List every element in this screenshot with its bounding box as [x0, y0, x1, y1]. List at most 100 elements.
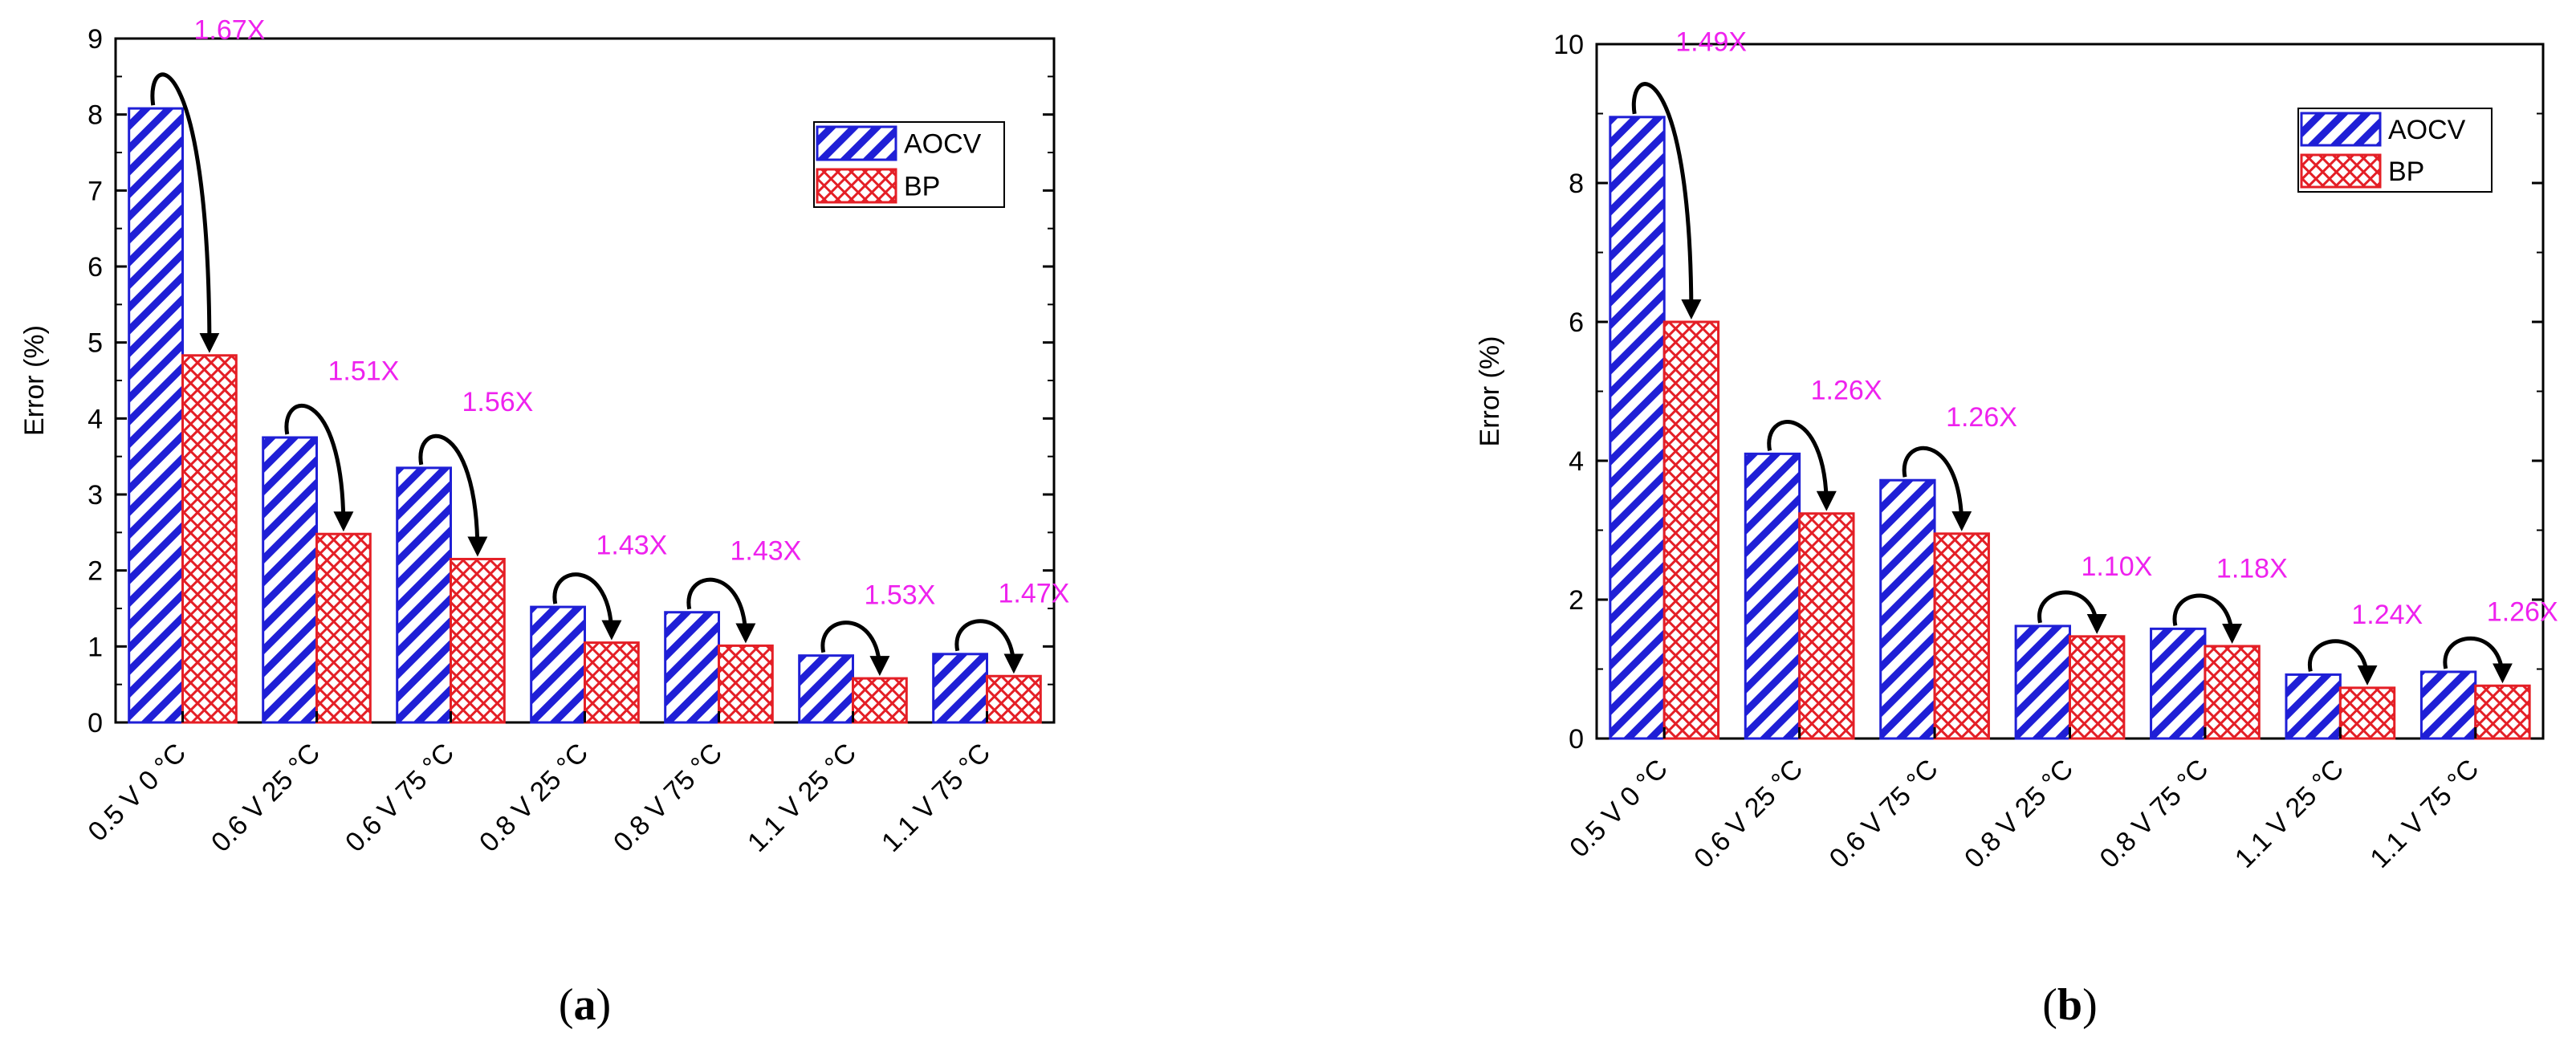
legend-swatch	[2300, 112, 2382, 147]
ratio-arrow	[418, 433, 488, 557]
chart-panel-a: 0 1 2 3 4 5 6 7 8 9 Error (%) 0.5 V 0 °C 1.67X 0.6 V …	[19, 14, 1069, 1030]
category-label: 1.1 V 75 °C	[876, 738, 996, 858]
bar-bp	[718, 644, 774, 724]
ratio-arrow	[1631, 82, 1702, 319]
bar-aocv	[2419, 670, 2477, 740]
ratio-label: 1.24X	[2351, 600, 2423, 630]
legend: AOCV BP	[813, 121, 1005, 208]
legend: AOCV BP	[2297, 108, 2493, 193]
bar-aocv	[128, 107, 184, 724]
ratio-arrow	[2443, 636, 2513, 684]
bar-aocv	[2014, 625, 2072, 740]
ratio-arrow	[2307, 639, 2378, 686]
y-tick-label: 9	[87, 24, 103, 55]
ratio-arrow	[2172, 593, 2243, 644]
bar-bp	[1662, 320, 1720, 740]
bar-bp	[1933, 532, 1990, 740]
bar-bp	[2338, 686, 2396, 740]
y-tick-label: 5	[87, 328, 103, 359]
ratio-arrow	[954, 619, 1024, 674]
bar-aocv	[530, 605, 587, 724]
bar-aocv	[1879, 478, 1936, 740]
bar-bp	[450, 557, 506, 724]
category-label: 0.8 V 75 °C	[2094, 754, 2215, 874]
category-label: 0.5 V 0 °C	[82, 738, 192, 848]
bar-aocv	[2285, 673, 2342, 740]
panel-label: (b)	[2042, 980, 2097, 1030]
bar-bp	[1798, 512, 1855, 740]
legend-swatch	[2300, 153, 2382, 189]
ratio-label: 1.51X	[328, 356, 400, 386]
category-label: 0.5 V 0 °C	[1564, 754, 1674, 864]
ratio-label: 1.26X	[1946, 402, 2017, 433]
y-tick-label: 1	[87, 632, 103, 662]
category-label: 0.8 V 75 °C	[608, 738, 728, 858]
bar-aocv	[798, 654, 855, 724]
ratio-arrow	[820, 621, 890, 677]
y-tick-label: 2	[1569, 585, 1584, 616]
bar-bp	[584, 641, 640, 724]
bar-aocv	[932, 653, 988, 724]
y-tick-label: 2	[87, 556, 103, 587]
category-label: 1.1 V 25 °C	[742, 738, 862, 858]
y-tick-label: 10	[1553, 30, 1584, 60]
ratio-arrow	[1902, 446, 1972, 531]
y-tick-label: 0	[87, 708, 103, 739]
bar-bp	[986, 674, 1042, 724]
ratio-arrow	[150, 72, 220, 353]
ratio-label: 1.56X	[462, 387, 534, 417]
y-tick-label: 4	[1569, 446, 1584, 477]
ratio-arrow	[686, 577, 756, 644]
ratio-arrow	[284, 403, 354, 532]
y-tick-label: 6	[87, 252, 103, 283]
bar-bp	[2474, 684, 2531, 740]
y-tick-label: 0	[1569, 724, 1584, 755]
ratio-arrow	[1767, 420, 1837, 511]
bar-aocv	[396, 466, 453, 724]
legend-label: AOCV	[2388, 115, 2466, 145]
category-label: 0.8 V 25 °C	[1959, 754, 2079, 874]
bar-bp	[315, 532, 372, 724]
bar-aocv	[262, 436, 319, 724]
category-label: 0.6 V 25 °C	[1688, 754, 1809, 874]
panel-label: (a)	[559, 980, 611, 1030]
bar-bp	[2204, 645, 2261, 740]
legend-swatch	[816, 125, 897, 161]
legend-label: BP	[2388, 157, 2424, 187]
ratio-label: 1.49X	[1675, 26, 1747, 57]
ratio-label: 1.10X	[2082, 551, 2153, 582]
chart-panel-b: 0 2 4 6 8 10 Error (%) 0.5 V 0 °C 1.49X 0.6 V 25 …	[1475, 26, 2558, 1030]
y-tick-label: 7	[87, 176, 103, 206]
y-axis-title: Error (%)	[1475, 336, 1505, 447]
ratio-label: 1.26X	[1811, 375, 1882, 405]
legend-label: AOCV	[904, 129, 982, 160]
ratio-label: 1.18X	[2216, 554, 2288, 584]
y-axis-title: Error (%)	[19, 325, 50, 436]
y-tick-label: 8	[87, 100, 103, 131]
y-tick-label: 8	[1569, 169, 1584, 199]
ratio-arrow	[552, 572, 622, 641]
ratio-label: 1.26X	[2487, 597, 2558, 628]
category-label: 0.6 V 25 °C	[206, 738, 326, 858]
legend-label: BP	[904, 172, 940, 202]
category-label: 1.1 V 75 °C	[2364, 754, 2484, 874]
bar-bp	[852, 677, 908, 724]
y-tick-label: 4	[87, 404, 103, 434]
bar-aocv	[664, 611, 721, 724]
category-label: 1.1 V 25 °C	[2229, 754, 2350, 874]
bar-aocv	[1744, 452, 1801, 740]
category-label: 0.8 V 25 °C	[474, 738, 594, 858]
ratio-label: 1.47X	[999, 579, 1070, 609]
category-label: 0.6 V 75 °C	[340, 738, 460, 858]
ratio-label: 1.67X	[194, 14, 266, 45]
y-tick-label: 3	[87, 480, 103, 511]
y-tick-label: 6	[1569, 307, 1584, 338]
bar-bp	[2069, 635, 2126, 740]
category-label: 0.6 V 75 °C	[1824, 754, 1944, 874]
bar-aocv	[2150, 627, 2207, 740]
bar-aocv	[1609, 116, 1666, 740]
ratio-label: 1.43X	[596, 531, 668, 561]
legend-swatch	[816, 168, 897, 204]
bar-bp	[181, 354, 238, 724]
